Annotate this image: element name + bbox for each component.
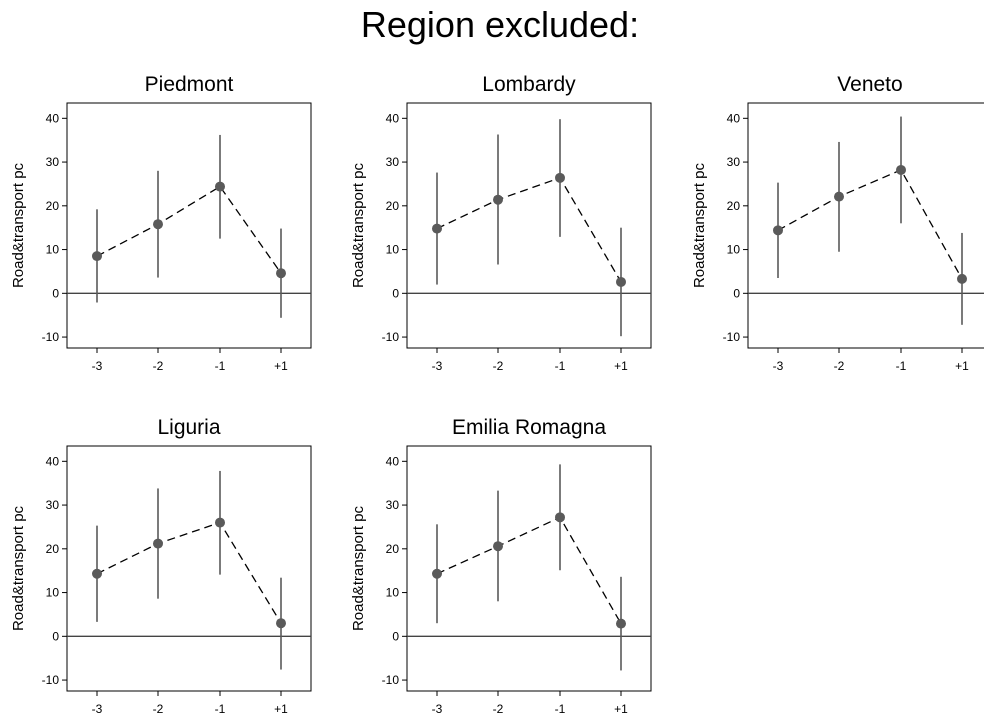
data-point (555, 172, 565, 183)
y-tick-label: 20 (46, 542, 60, 556)
figure-title: Region excluded: (360, 4, 640, 45)
plot-frame (406, 445, 652, 692)
data-point (493, 194, 503, 205)
chart-title: Veneto (837, 73, 902, 96)
y-axis-label: Road&transport pc (350, 505, 367, 631)
y-tick-label: 10 (386, 586, 400, 600)
y-tick-label: 30 (727, 155, 741, 169)
data-point (92, 568, 102, 579)
data-point (432, 568, 442, 579)
y-axis-label: Road&transport pc (10, 505, 27, 631)
data-point (92, 251, 102, 262)
y-tick-label: 10 (46, 243, 60, 257)
y-tick-label: 40 (46, 454, 60, 468)
y-tick-label: 30 (386, 155, 400, 169)
y-tick-label: 0 (52, 286, 59, 300)
x-tick-label: -2 (153, 702, 164, 716)
data-point (153, 538, 163, 549)
data-point (215, 517, 225, 528)
data-point (276, 268, 286, 279)
chart-title: Emilia Romagna (452, 416, 606, 439)
y-tick-label: -10 (382, 330, 400, 344)
plot-frame (66, 102, 312, 349)
chart-panel-5: Emilia Romagna Road&transport pc -10 0 10 20 3… (350, 416, 652, 716)
data-point (616, 618, 626, 629)
y-tick-label: -10 (42, 330, 60, 344)
plot-frame (406, 102, 652, 349)
x-tick-label: +1 (274, 359, 288, 373)
x-tick-label: +1 (955, 359, 969, 373)
chart-panel-1: Piedmont Road&transport pc -10 0 10 20 30 40 -3 -… (10, 73, 312, 373)
y-tick-label: 20 (386, 199, 400, 213)
x-tick-label: -1 (215, 359, 226, 373)
data-point (773, 225, 783, 236)
x-tick-label: -2 (493, 702, 504, 716)
y-tick-label: 0 (392, 286, 399, 300)
x-tick-label: +1 (614, 702, 628, 716)
plot-frame (747, 102, 984, 349)
x-tick-label: +1 (614, 359, 628, 373)
data-point (215, 181, 225, 192)
series-line (777, 169, 963, 280)
series-line (96, 185, 282, 274)
data-point (153, 219, 163, 230)
y-tick-label: 40 (386, 454, 400, 468)
data-point (834, 191, 844, 202)
x-tick-label: -1 (555, 359, 566, 373)
y-tick-label: 40 (386, 111, 400, 125)
y-tick-label: 20 (386, 542, 400, 556)
x-tick-label: -2 (153, 359, 164, 373)
x-tick-label: -1 (896, 359, 907, 373)
y-axis-label: Road&transport pc (10, 162, 27, 288)
chart-panel-4: Liguria Road&transport pc -10 0 10 20 30 40 -3 -2… (10, 416, 312, 716)
y-tick-label: -10 (723, 330, 741, 344)
y-axis-label: Road&transport pc (350, 162, 367, 288)
data-point (896, 164, 906, 175)
series-line (96, 521, 282, 624)
y-tick-label: 30 (46, 155, 60, 169)
data-point (957, 273, 967, 284)
y-tick-label: 30 (46, 498, 60, 512)
y-tick-label: 40 (727, 111, 741, 125)
x-tick-label: +1 (274, 702, 288, 716)
data-point (493, 541, 503, 552)
x-tick-label: -3 (432, 359, 443, 373)
y-tick-label: 30 (386, 498, 400, 512)
data-point (276, 618, 286, 629)
x-tick-label: -1 (215, 702, 226, 716)
data-point (432, 223, 442, 234)
x-tick-label: -3 (773, 359, 784, 373)
x-tick-label: -1 (555, 702, 566, 716)
x-tick-label: -3 (92, 702, 103, 716)
data-point (555, 512, 565, 523)
chart-title: Lombardy (482, 73, 576, 96)
y-tick-label: 20 (727, 199, 741, 213)
y-tick-label: -10 (42, 673, 60, 687)
y-tick-label: 10 (727, 243, 741, 257)
series-line (436, 516, 622, 624)
series-line (436, 177, 622, 283)
y-tick-label: 20 (46, 199, 60, 213)
y-tick-label: 0 (52, 629, 59, 643)
y-tick-label: 10 (386, 243, 400, 257)
y-tick-label: 10 (46, 586, 60, 600)
x-tick-label: -3 (432, 702, 443, 716)
y-tick-label: 0 (733, 286, 740, 300)
y-tick-label: -10 (382, 673, 400, 687)
plot-frame (66, 445, 312, 692)
chart-panel-2: Lombardy Road&transport pc -10 0 10 20 30 40 -3 -… (350, 73, 652, 373)
chart-title: Liguria (157, 416, 220, 439)
y-axis-label: Road&transport pc (691, 162, 708, 288)
chart-panel-3: Veneto Road&transport pc -10 0 10 20 30 40 -3 -2 -… (691, 73, 984, 373)
chart-title: Piedmont (145, 73, 234, 96)
x-tick-label: -2 (834, 359, 845, 373)
y-tick-label: 40 (46, 111, 60, 125)
data-point (616, 276, 626, 287)
y-tick-label: 0 (392, 629, 399, 643)
x-tick-label: -2 (493, 359, 504, 373)
x-tick-label: -3 (92, 359, 103, 373)
